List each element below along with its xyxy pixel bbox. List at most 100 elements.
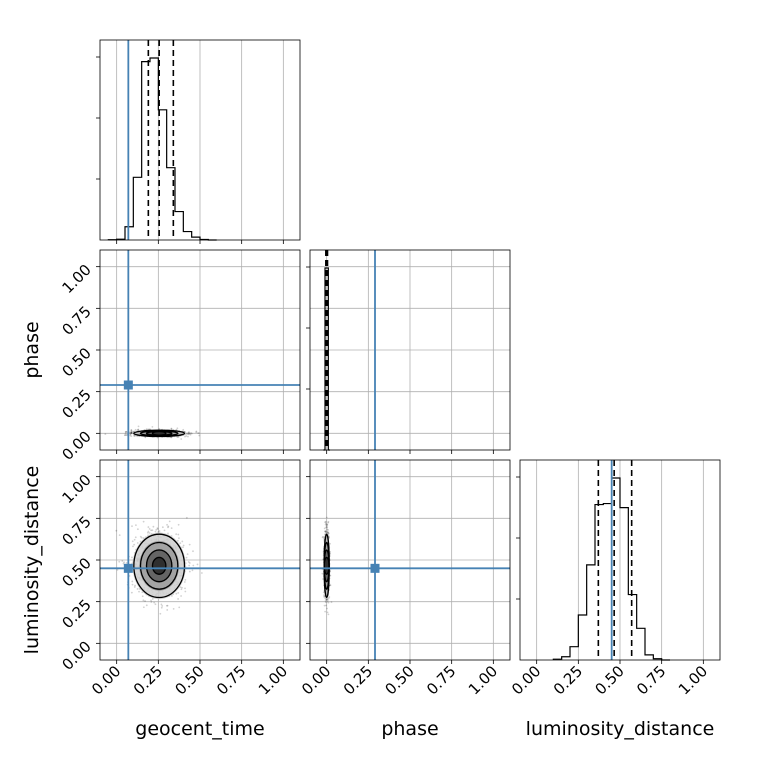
sample-point xyxy=(327,531,329,534)
sample-point xyxy=(130,432,133,434)
sample-point xyxy=(184,579,187,581)
sample-point xyxy=(148,528,151,530)
x-tick-label: 1.00 xyxy=(255,662,291,698)
sample-point xyxy=(182,544,185,547)
sample-point xyxy=(124,434,127,436)
sample-point xyxy=(184,587,186,590)
sample-point xyxy=(163,529,166,532)
y-tick-label: 0.25 xyxy=(58,596,94,632)
sample-point xyxy=(130,430,133,433)
sample-point xyxy=(131,525,133,528)
sample-point xyxy=(145,604,148,607)
sample-point xyxy=(157,531,160,533)
sample-point xyxy=(137,428,140,431)
sample-point xyxy=(183,581,186,583)
sample-point xyxy=(133,538,136,541)
sample-point xyxy=(324,530,327,532)
y-tick-label: 0.00 xyxy=(58,427,94,463)
sample-point xyxy=(189,433,192,436)
sample-point xyxy=(177,598,180,600)
sample-point xyxy=(116,568,119,571)
sample-point xyxy=(134,428,137,431)
sample-point xyxy=(137,428,140,431)
sample-point xyxy=(177,591,180,594)
sample-point xyxy=(104,433,107,436)
sample-point xyxy=(330,601,333,604)
x-tick-label: 0.25 xyxy=(340,662,376,698)
sample-point xyxy=(324,521,326,524)
sample-point xyxy=(167,532,169,535)
sample-point xyxy=(326,611,329,614)
sample-point xyxy=(147,530,150,533)
sample-point xyxy=(152,525,155,528)
sample-point xyxy=(180,438,183,440)
sample-point xyxy=(324,520,327,523)
sample-point xyxy=(138,590,140,593)
sample-point xyxy=(188,564,191,567)
sample-point xyxy=(130,429,133,432)
sample-point xyxy=(134,584,136,587)
sample-point xyxy=(323,604,326,607)
sample-point xyxy=(129,433,132,436)
sample-point xyxy=(195,430,198,433)
sample-point xyxy=(179,542,182,545)
histogram-panel-phase xyxy=(306,249,511,454)
sample-point xyxy=(130,435,133,437)
sample-point xyxy=(198,434,201,437)
sample-point xyxy=(170,428,173,430)
contour-line-4 xyxy=(323,556,330,575)
sample-point xyxy=(179,586,182,589)
histogram-panel-geocent_time xyxy=(96,39,301,244)
sample-point xyxy=(151,529,154,532)
sample-point xyxy=(168,520,171,523)
sample-point xyxy=(178,606,181,609)
sample-point xyxy=(325,525,328,528)
sample-point xyxy=(160,606,163,609)
sample-point xyxy=(166,523,168,526)
sample-point xyxy=(167,525,170,528)
sample-point xyxy=(326,526,329,529)
truth-marker xyxy=(123,380,133,390)
sample-point xyxy=(324,601,327,604)
histogram-step xyxy=(107,57,217,241)
sample-point xyxy=(328,596,331,598)
y-tick-label: 0.75 xyxy=(58,302,94,338)
y-tick-label: 0.50 xyxy=(58,344,94,380)
sample-point xyxy=(178,537,180,540)
sample-point xyxy=(187,432,190,435)
sample-point xyxy=(144,600,146,602)
density-panel-phase-vs-luminosity_distance: 0.00 0.25 0.50 0.75 1.00 xyxy=(298,459,511,698)
sample-point xyxy=(132,545,134,548)
sample-point xyxy=(129,432,132,435)
truth-marker xyxy=(370,563,380,573)
sample-point xyxy=(131,432,134,435)
sample-point xyxy=(326,523,329,526)
sample-point xyxy=(187,431,190,434)
sample-point xyxy=(147,526,150,528)
contour-line-1 xyxy=(133,429,186,438)
x-tick-label: 1.00 xyxy=(675,662,711,698)
x-tick-label: 0.75 xyxy=(633,662,669,698)
sample-point xyxy=(200,572,203,574)
density-panel-geocent_time-vs-luminosity_distance: 0.00 0.25 0.50 0.75 1.000.000.250.500.751.00 xyxy=(58,459,301,698)
sample-point xyxy=(172,607,175,610)
sample-point xyxy=(329,550,332,553)
sample-point xyxy=(191,569,194,572)
sample-point xyxy=(118,534,121,537)
sample-point xyxy=(323,527,326,530)
x-tick-label: 0.50 xyxy=(591,662,627,698)
y-axis-label-phase: phase xyxy=(21,321,43,378)
sample-point xyxy=(321,572,324,575)
sample-point xyxy=(322,578,324,580)
density-level-4 xyxy=(151,431,167,435)
sample-point xyxy=(131,580,134,583)
sample-point xyxy=(181,540,184,543)
x-tick-label: 0.50 xyxy=(381,662,417,698)
sample-point xyxy=(324,523,327,526)
sample-point xyxy=(129,434,132,437)
sample-point xyxy=(191,432,193,435)
sample-point xyxy=(151,598,154,600)
sample-point xyxy=(166,604,169,607)
sample-point xyxy=(167,526,169,529)
